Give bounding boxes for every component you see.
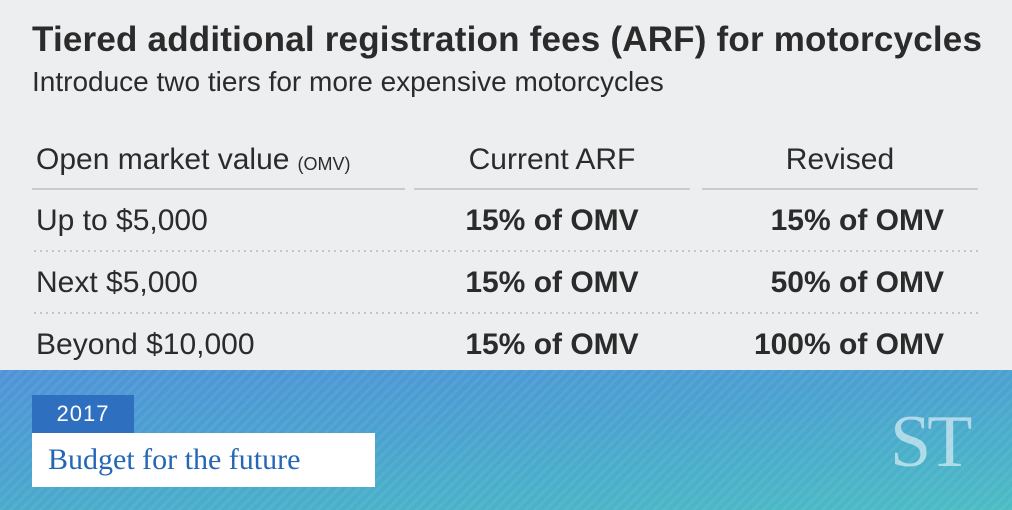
header-rule [702,188,978,190]
row-divider [32,250,982,252]
header-omv-label: Open market value [36,143,290,176]
header-omv: Open market value (OMV) [36,130,406,190]
budget-banner: 2017 Budget for the future ST [0,370,1012,510]
tier-cell: Up to $5,000 [36,204,208,237]
revised-arf-cell: 15% of OMV [770,204,944,237]
header-omv-abbr: (OMV) [297,153,351,174]
table-row: Beyond $10,000 15% of OMV 100% of OMV [32,314,982,376]
st-logo-icon: ST [890,401,972,483]
row-divider [32,312,982,314]
revised-arf-cell: 50% of OMV [770,266,944,299]
current-arf-cell: 15% of OMV [465,328,639,361]
current-arf-cell: 15% of OMV [465,266,639,299]
chart-title: Tiered additional registration fees (ARF… [32,20,983,59]
chart-subtitle: Introduce two tiers for more expensive m… [32,66,664,97]
header-rule [414,188,690,190]
header-current-arf: Current ARF [468,143,636,176]
table-row: Up to $5,000 15% of OMV 15% of OMV [32,190,982,252]
tier-cell: Beyond $10,000 [36,328,255,361]
tier-cell: Next $5,000 [36,266,198,299]
revised-arf-cell: 100% of OMV [753,328,944,361]
year-badge: 2017 [32,395,134,433]
header-revised: Revised [785,143,895,176]
table-row: Next $5,000 15% of OMV 50% of OMV [32,252,982,314]
table-header-row: Open market value (OMV) Current ARF Revi… [32,130,982,190]
arf-table: Open market value (OMV) Current ARF Revi… [32,130,982,376]
current-arf-cell: 15% of OMV [465,204,639,237]
header-rule [32,188,405,190]
budget-tagline: Budget for the future [32,433,375,487]
